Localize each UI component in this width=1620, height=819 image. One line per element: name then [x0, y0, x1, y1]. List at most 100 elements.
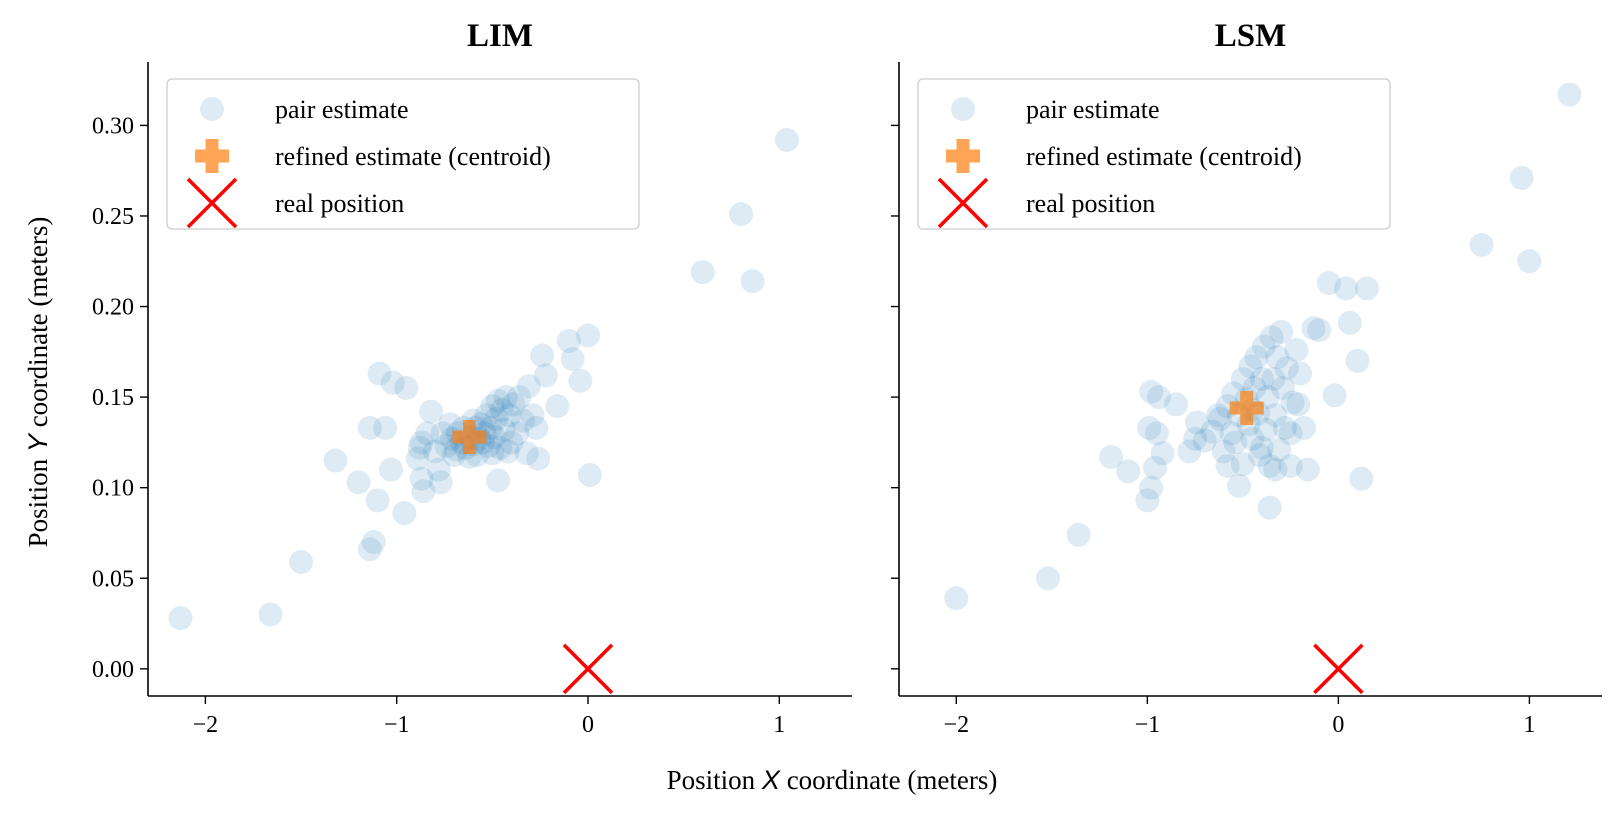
- data-point: [1291, 415, 1316, 440]
- data-point: [409, 466, 434, 491]
- data-point: [493, 385, 518, 410]
- data-point: [346, 470, 371, 495]
- series-plus: [452, 419, 487, 454]
- data-point: [489, 397, 514, 422]
- legend-plus-icon: [946, 139, 980, 173]
- data-point: [1253, 417, 1278, 442]
- data-point: [1509, 165, 1534, 190]
- data-point: [1183, 426, 1208, 451]
- data-point: [415, 421, 440, 446]
- legend-entry: refined estimate (centroid): [195, 139, 551, 173]
- data-point: [1517, 249, 1542, 274]
- data-point: [1139, 475, 1164, 500]
- data-point: [1150, 441, 1175, 466]
- data-point: [514, 441, 539, 466]
- x-axis-label-prefix: Position: [667, 765, 762, 795]
- data-point: [1334, 276, 1359, 301]
- data-point: [499, 430, 524, 455]
- data-point: [505, 421, 530, 446]
- data-point: [530, 343, 555, 368]
- data-point: [430, 421, 455, 446]
- data-point: [474, 403, 499, 428]
- data-point: [1280, 390, 1305, 415]
- data-point: [1345, 348, 1370, 373]
- data-point: [1257, 495, 1282, 520]
- data-point: [1295, 457, 1320, 482]
- y-tick-label: 0.00: [92, 657, 134, 683]
- y-axis-label: Position Y coordinate (meters): [23, 217, 53, 548]
- data-point: [373, 415, 398, 440]
- data-point: [1249, 435, 1274, 460]
- data-point: [1142, 455, 1167, 480]
- data-point: [1337, 310, 1362, 335]
- y-axis-label-prefix: Position: [23, 452, 53, 547]
- data-point: [1099, 444, 1124, 469]
- data-point: [1211, 439, 1236, 464]
- data-point: [1259, 325, 1284, 350]
- data-point: [1036, 566, 1061, 591]
- data-point: [533, 363, 558, 388]
- legend-circle-icon: [200, 97, 224, 121]
- data-point: [405, 446, 430, 471]
- real-position-marker: [1313, 643, 1364, 695]
- legend-entry: pair estimate: [200, 95, 409, 124]
- centroid-marker: [452, 419, 487, 454]
- data-point: [1223, 430, 1248, 455]
- data-point: [1240, 426, 1265, 451]
- data-point: [520, 403, 545, 428]
- data-point: [944, 586, 969, 611]
- legend-label: real position: [275, 189, 404, 218]
- y-tick-label: 0.30: [92, 113, 134, 139]
- data-point: [560, 347, 585, 372]
- data-point: [442, 443, 467, 468]
- data-point: [1278, 453, 1303, 478]
- data-point: [1206, 403, 1231, 428]
- panel-title: LIM: [467, 18, 533, 54]
- data-point: [394, 376, 419, 401]
- x-axis-label-suffix: coordinate (meters): [780, 765, 997, 795]
- data-point: [1146, 385, 1171, 410]
- data-point: [168, 606, 193, 631]
- y-tick-label: 0.20: [92, 295, 134, 321]
- data-point: [486, 388, 511, 413]
- data-point: [1200, 419, 1225, 444]
- data-point: [480, 441, 505, 466]
- y-axis-label-variable: Y: [23, 432, 53, 452]
- x-tick-label: −1: [384, 712, 410, 738]
- data-point: [1192, 428, 1217, 453]
- legend-entry: real position: [937, 177, 1155, 229]
- data-point: [507, 385, 532, 410]
- data-point: [1278, 421, 1303, 446]
- data-point: [1270, 376, 1295, 401]
- data-point: [524, 415, 549, 440]
- data-point: [510, 408, 535, 433]
- data-point: [729, 202, 754, 227]
- data-point: [576, 323, 600, 348]
- data-point: [577, 463, 602, 488]
- data-point: [1163, 392, 1188, 417]
- data-point: [480, 394, 505, 419]
- data-point: [380, 370, 405, 395]
- legend-label: real position: [1026, 189, 1155, 218]
- legend-frame: [917, 78, 1391, 230]
- data-point: [1219, 421, 1244, 446]
- data-point: [1137, 415, 1162, 440]
- x-axis-label-variable: X: [761, 765, 781, 795]
- x-tick-label: 1: [773, 712, 785, 738]
- data-point: [1263, 457, 1288, 482]
- data-point: [422, 439, 447, 464]
- legend-entry: pair estimate: [951, 95, 1160, 124]
- data-point: [516, 374, 541, 399]
- data-point: [1177, 439, 1202, 464]
- panel-lim: LIM −2 −1 0 1 0.00 0.05 0.10 0.15 0.20 0.25 0.30 pai…: [92, 18, 852, 738]
- legend-label: refined estimate (centroid): [275, 142, 551, 171]
- data-point: [392, 501, 417, 526]
- data-point: [774, 127, 799, 152]
- x-tick-label: −2: [944, 712, 970, 738]
- data-point: [409, 430, 434, 455]
- data-point: [491, 417, 516, 442]
- data-point: [488, 435, 512, 460]
- data-point: [1288, 361, 1313, 386]
- data-point: [1272, 415, 1297, 440]
